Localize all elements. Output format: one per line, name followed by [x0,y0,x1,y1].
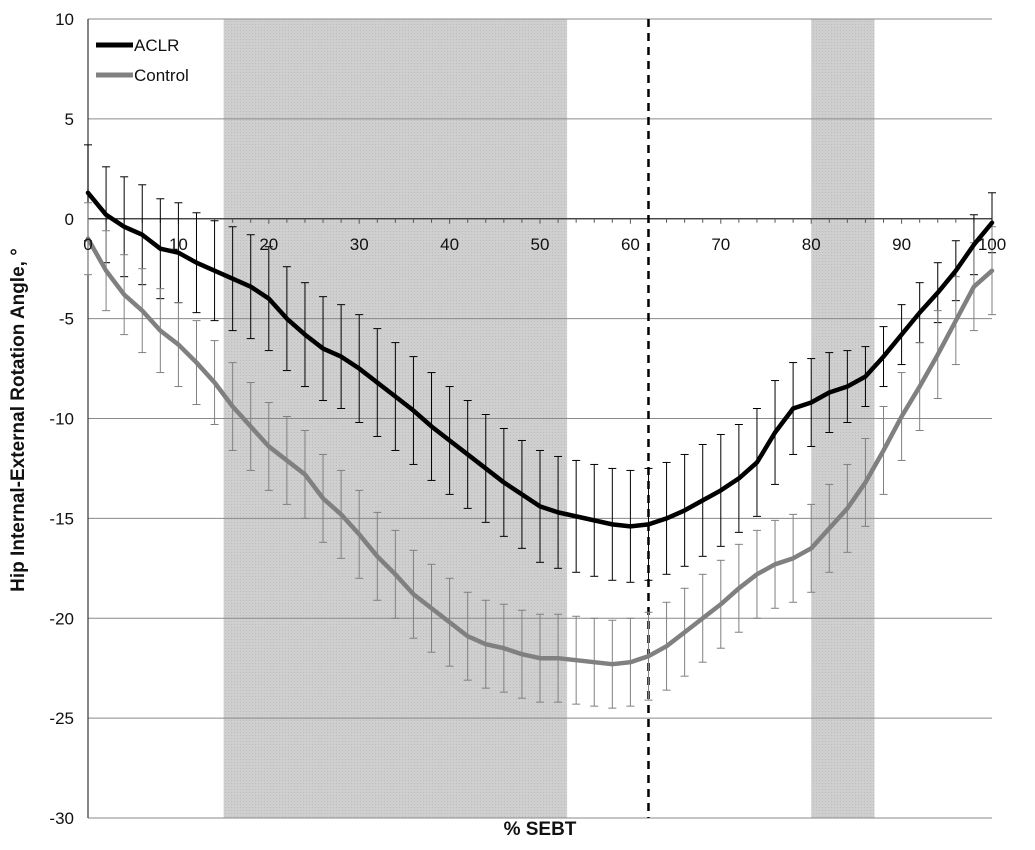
x-tick-label-100: 100 [978,235,1006,254]
series-line-control [85,236,995,667]
x-axis-title: % SEBT [504,819,577,840]
y-tick-label-0: 0 [65,210,74,229]
x-tick-label-20: 20 [259,235,278,254]
x-tick-label-10: 10 [169,235,188,254]
series-line-aclr [85,190,995,529]
legend: ACLR Control [96,36,189,85]
y-tick-label--15: -15 [49,509,74,528]
y-tick-label--25: -25 [49,709,74,728]
x-tick-label-0: 0 [83,235,92,254]
legend-label-control: Control [134,66,189,85]
series-lines [85,190,995,667]
x-tick-label-40: 40 [440,235,459,254]
y-tick-label-10: 10 [55,10,74,29]
x-tick-label-50: 50 [531,235,550,254]
x-tick-label-80: 80 [802,235,821,254]
y-tick-label--10: -10 [49,410,74,429]
legend-label-aclr: ACLR [134,36,179,55]
x-tick-label-60: 60 [621,235,640,254]
x-tick-labels: 0 10 20 30 40 50 60 70 80 90 100 [83,235,1006,254]
y-axis-title: Hip Internal-External Rotation Angle, ° [8,248,29,592]
y-tick-label--20: -20 [49,609,74,628]
y-tick-label--30: -30 [49,809,74,828]
y-tick-labels: 10 5 0 -5 -10 -15 -20 -25 -30 [49,10,74,828]
y-tick-label--5: -5 [59,310,74,329]
x-tick-label-30: 30 [350,235,369,254]
y-tick-label-5: 5 [65,110,74,129]
x-tick-label-70: 70 [711,235,730,254]
x-tick-label-90: 90 [892,235,911,254]
